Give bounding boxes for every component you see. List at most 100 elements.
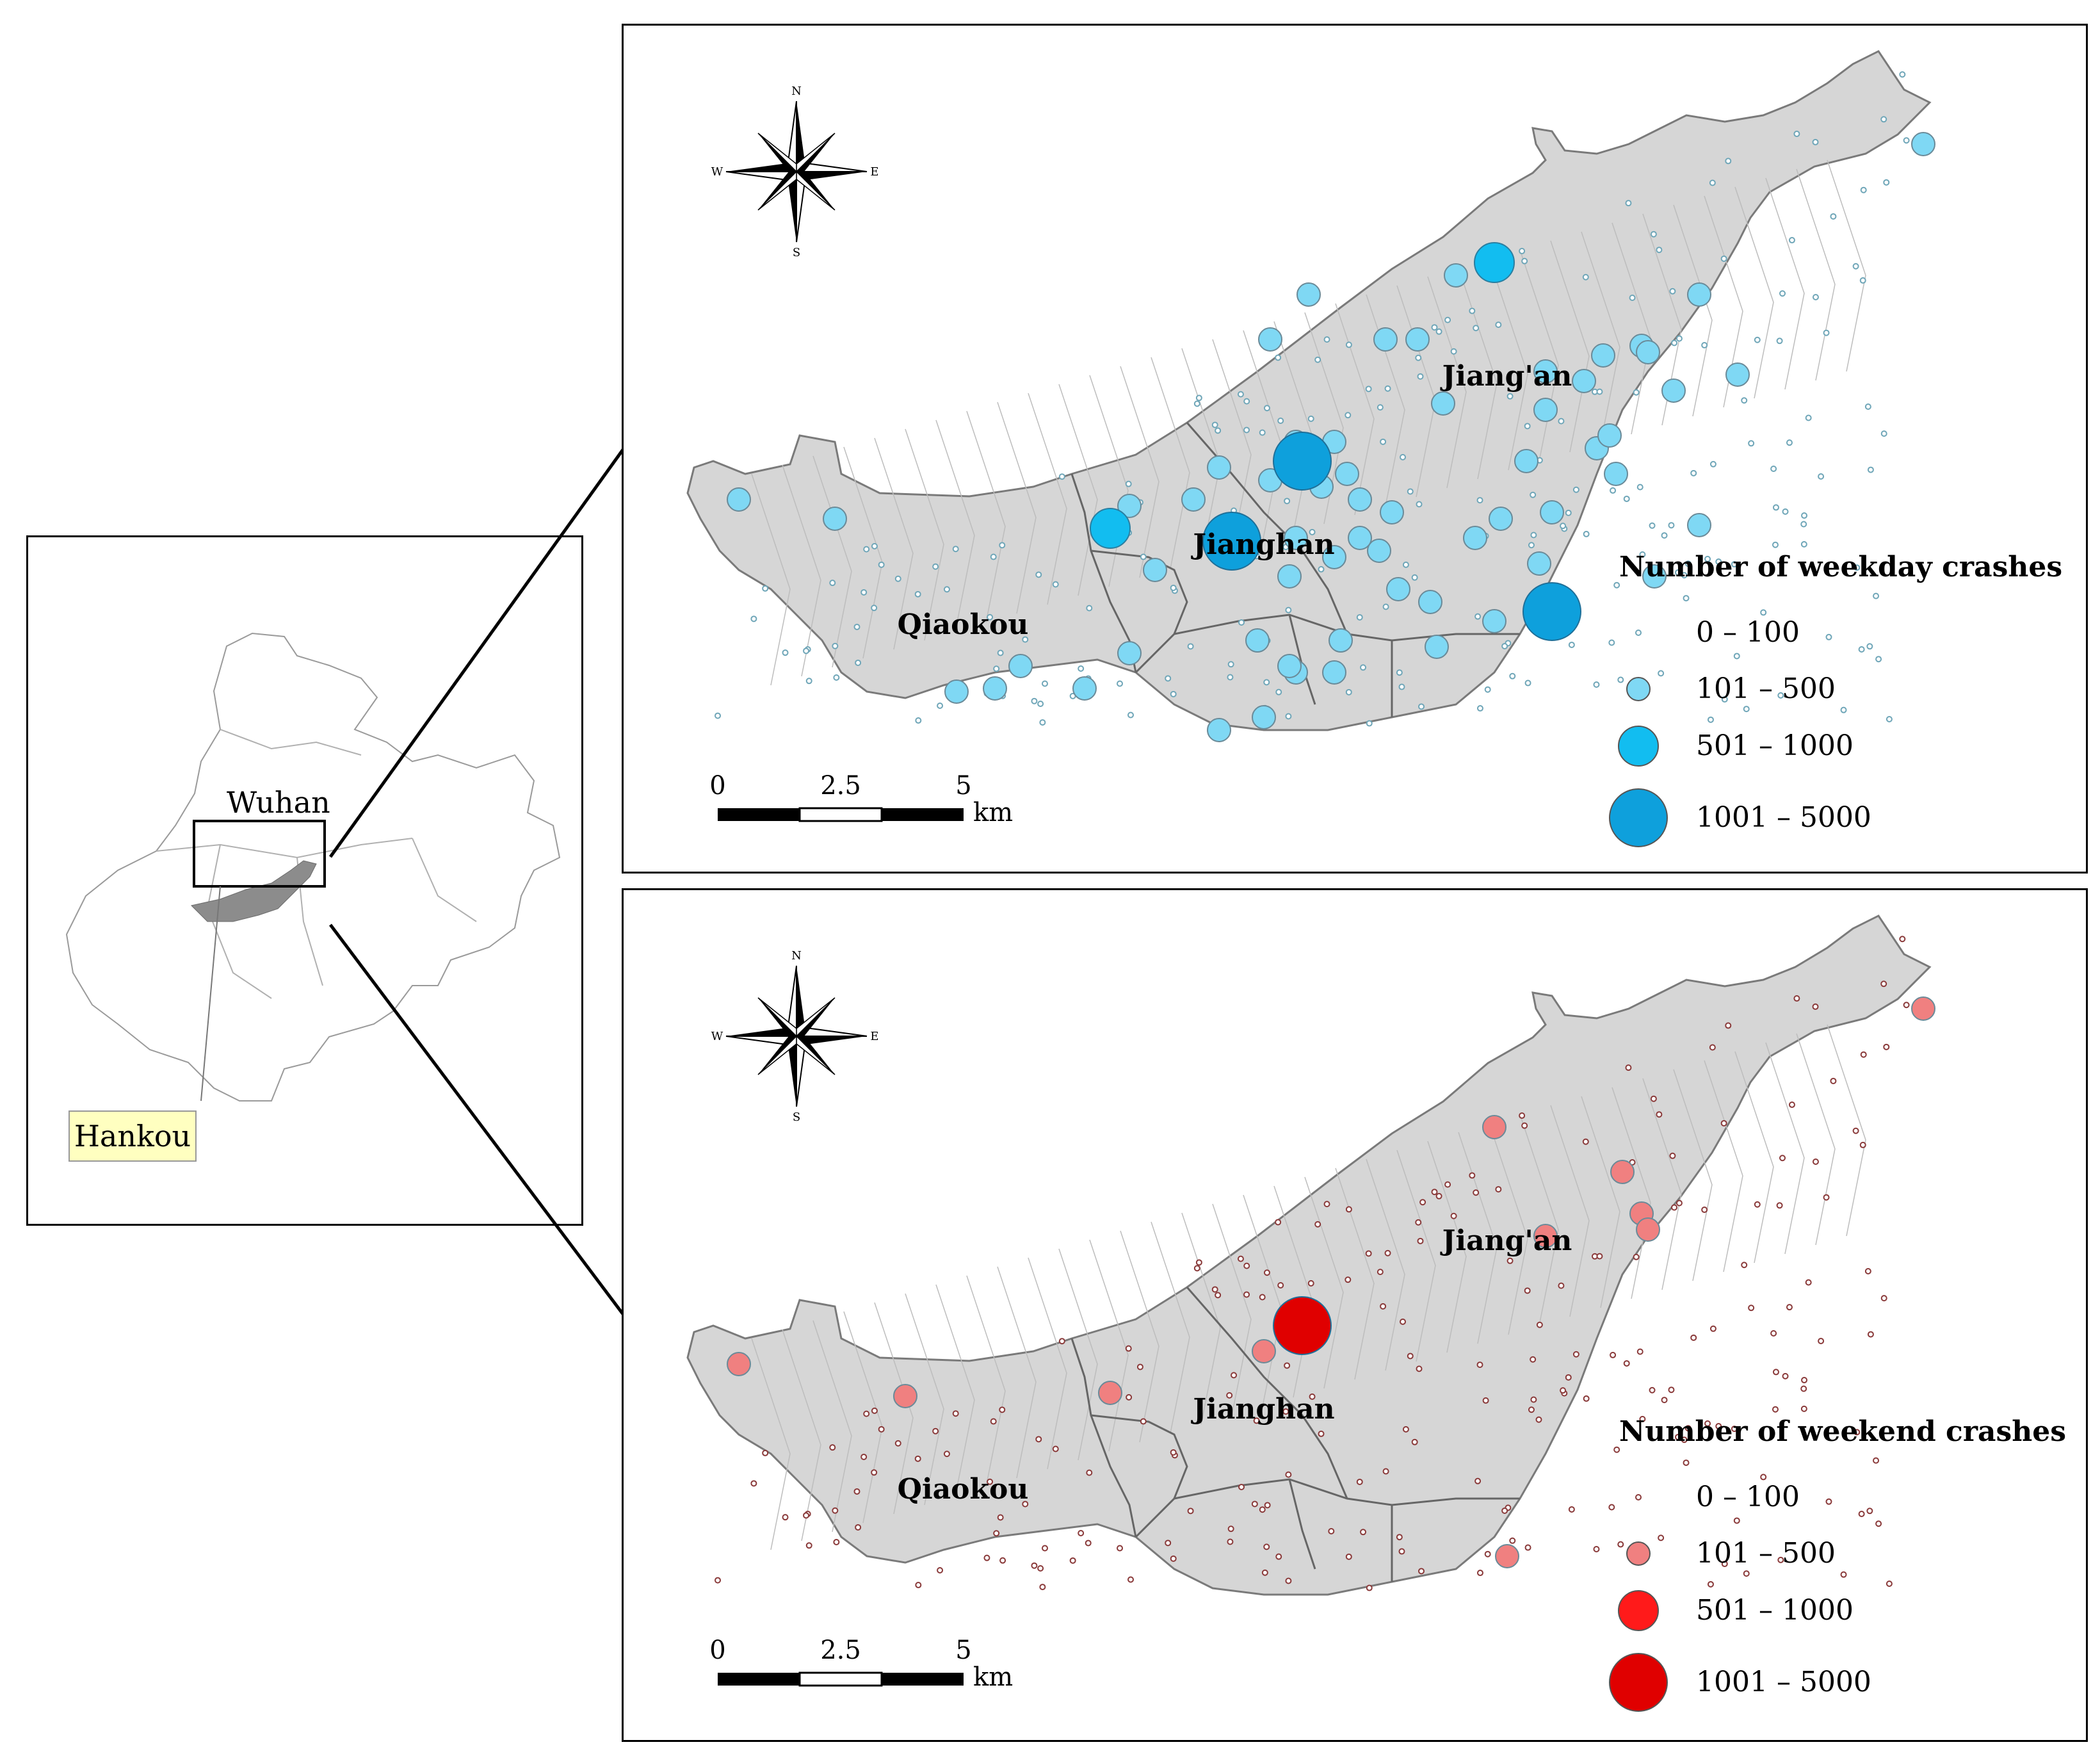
crash-marker xyxy=(1360,1529,1367,1536)
crash-marker xyxy=(1725,158,1732,165)
crash-marker-101-500 xyxy=(1245,628,1270,653)
crash-marker xyxy=(1398,1548,1405,1555)
crash-marker xyxy=(1524,679,1531,687)
crash-marker xyxy=(1873,592,1880,599)
crash-marker xyxy=(1277,1282,1284,1289)
crash-marker-101-500 xyxy=(1072,676,1097,701)
crash-marker xyxy=(715,1577,722,1584)
crash-marker xyxy=(1733,1517,1740,1524)
crash-marker xyxy=(1237,1255,1244,1262)
crash-marker xyxy=(1450,1212,1457,1219)
crash-marker xyxy=(863,1410,870,1417)
crash-marker xyxy=(855,1524,862,1531)
crash-marker xyxy=(1633,389,1640,396)
crash-marker xyxy=(1058,1338,1065,1345)
crash-marker-101-500 xyxy=(1348,487,1372,512)
legend-title: Number of weekend crashes xyxy=(1619,1415,2066,1448)
crash-marker xyxy=(871,1407,878,1414)
crash-marker xyxy=(750,615,757,622)
crash-marker xyxy=(1140,1418,1147,1425)
crash-marker xyxy=(1788,237,1795,244)
crash-marker xyxy=(1754,336,1761,343)
crash-marker xyxy=(1864,1268,1871,1275)
legend-title: Number of weekday crashes xyxy=(1619,551,2062,583)
crash-marker xyxy=(1530,491,1537,498)
crash-marker xyxy=(1125,1345,1132,1352)
crash-marker xyxy=(1284,1362,1291,1369)
crash-marker xyxy=(832,642,839,649)
crash-marker xyxy=(1506,1257,1514,1264)
scale-tick-label: 0 xyxy=(709,771,725,801)
crash-marker xyxy=(1593,681,1600,688)
compass-e-label: E xyxy=(870,1030,878,1043)
crash-marker xyxy=(1859,1141,1866,1148)
crash-marker xyxy=(1069,1557,1076,1564)
crash-marker xyxy=(999,1406,1006,1413)
crash-marker xyxy=(860,589,868,596)
crash-marker xyxy=(1582,1138,1589,1145)
weekday-map: Jiang'an Jianghan Qiaokou N S E W 0 2.5 5km Number… xyxy=(686,50,2062,847)
crash-marker-101-500 xyxy=(1329,628,1353,653)
crash-marker xyxy=(1418,703,1425,710)
crash-marker xyxy=(1086,605,1093,612)
crash-marker xyxy=(782,649,789,656)
crash-marker xyxy=(1793,995,1800,1002)
crash-marker-101-500 xyxy=(1322,545,1346,569)
crash-marker-101-500 xyxy=(1572,369,1596,393)
crash-marker xyxy=(1582,273,1589,280)
crash-marker xyxy=(829,1444,836,1451)
crash-marker xyxy=(1126,1394,1133,1401)
crash-marker xyxy=(762,1449,769,1456)
crash-marker xyxy=(1473,325,1480,332)
crash-marker-101-500 xyxy=(1444,263,1468,288)
crash-marker xyxy=(1263,679,1270,686)
crash-marker xyxy=(1275,688,1282,695)
crash-marker xyxy=(943,1451,950,1458)
crash-marker xyxy=(1117,1545,1124,1552)
crash-marker xyxy=(1772,541,1779,548)
legend-class-label: 0 – 100 xyxy=(1696,616,1800,649)
crash-marker xyxy=(1852,1127,1859,1134)
crash-marker xyxy=(1613,581,1620,589)
wuhan-district-lines xyxy=(156,729,477,999)
crash-marker xyxy=(1793,131,1800,138)
crash-marker xyxy=(1709,460,1716,467)
crash-marker xyxy=(1823,1194,1830,1201)
crash-marker xyxy=(1193,1265,1200,1272)
crash-marker xyxy=(1170,1449,1177,1456)
crash-marker xyxy=(1558,418,1565,425)
crash-marker xyxy=(1415,1219,1422,1226)
crash-marker xyxy=(1127,711,1135,719)
crash-marker xyxy=(1875,1520,1882,1527)
crash-marker xyxy=(1743,706,1750,713)
district-boundary xyxy=(1174,1478,1520,1506)
crash-marker xyxy=(878,1426,885,1433)
crash-marker xyxy=(1731,1426,1738,1433)
crash-marker xyxy=(1608,639,1615,646)
crash-marker xyxy=(1416,1365,1423,1372)
crash-marker xyxy=(1435,1192,1442,1199)
crash-marker xyxy=(1365,1250,1372,1257)
crash-marker-101-500 xyxy=(983,676,1007,701)
crash-marker xyxy=(1812,293,1819,300)
crash-marker xyxy=(715,712,722,719)
crash-marker xyxy=(1636,484,1644,491)
crash-marker xyxy=(1380,1303,1387,1310)
crash-marker xyxy=(1035,1436,1042,1443)
crash-marker xyxy=(1165,675,1172,682)
district-boundary xyxy=(1090,1414,1188,1538)
crash-marker xyxy=(1285,606,1292,614)
crash-marker xyxy=(997,1514,1004,1521)
crash-marker-101-500 xyxy=(1284,526,1308,550)
crash-marker xyxy=(1558,1282,1565,1289)
crash-marker xyxy=(1650,231,1657,238)
crash-marker-101-500 xyxy=(1418,590,1442,614)
crash-marker-101-500 xyxy=(1636,1217,1660,1242)
crash-marker xyxy=(1840,1571,1847,1578)
crash-marker xyxy=(1521,257,1528,264)
crash-marker xyxy=(1854,1429,1861,1436)
crash-marker xyxy=(1356,614,1363,621)
crash-marker xyxy=(1671,339,1678,346)
crash-marker xyxy=(1613,1446,1620,1453)
